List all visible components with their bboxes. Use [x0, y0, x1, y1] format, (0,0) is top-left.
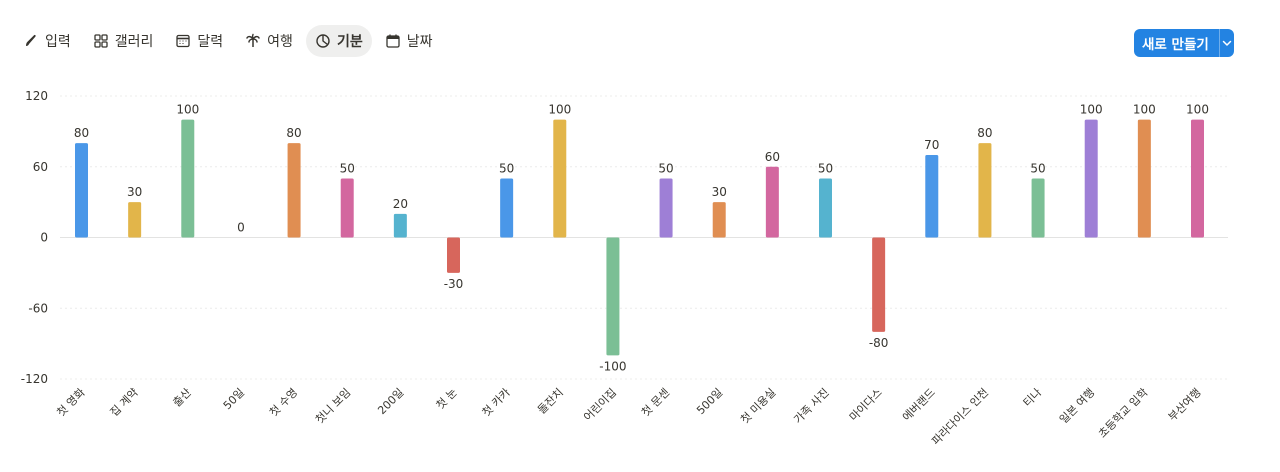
data-label: 80	[977, 126, 992, 140]
bar	[978, 143, 992, 238]
tab-5[interactable]: 날짜	[376, 25, 442, 57]
x-tick-label: 부산여행	[1166, 386, 1204, 424]
calendar-icon	[175, 33, 191, 49]
data-label: 100	[1186, 103, 1209, 117]
x-tick-label: 초등학교 입학	[1096, 386, 1151, 441]
x-tick-label: 어린이집	[581, 386, 619, 424]
bar	[287, 143, 301, 238]
data-label: 50	[1030, 162, 1045, 176]
data-label: 50	[818, 162, 833, 176]
tab-label: 갤러리	[114, 34, 154, 50]
data-label: 100	[1080, 103, 1103, 117]
x-tick-label: 첫 영화	[54, 386, 87, 419]
data-label: 0	[237, 221, 245, 235]
data-label: 20	[393, 197, 408, 211]
bar	[925, 154, 939, 238]
bar	[1031, 178, 1045, 238]
data-label: -30	[444, 277, 464, 291]
gallery-icon	[93, 33, 109, 49]
bar	[128, 202, 142, 238]
x-tick-label: 200일	[375, 385, 407, 417]
data-label: 50	[340, 162, 355, 176]
view-tabs: 입력 갤러리 달력 여행 기분 날짜	[14, 25, 445, 57]
data-label: -80	[869, 336, 889, 350]
calendar-date-icon	[385, 33, 401, 49]
x-tick-label: 에버랜드	[900, 386, 938, 424]
x-tick-label: 출산	[170, 386, 194, 410]
data-label: 30	[712, 185, 727, 199]
data-label: 50	[499, 162, 514, 176]
x-tick-label: 첫 카카	[480, 386, 513, 419]
x-tick-label: 500일	[693, 385, 725, 417]
x-tick-label: 집 계약	[107, 385, 141, 419]
data-label: 80	[286, 126, 301, 140]
tab-3[interactable]: 여행	[236, 25, 302, 57]
new-options-dropdown[interactable]	[1220, 29, 1234, 57]
chart-area: 120 60 0 -60 -120 80 첫 영화 30 집 계약 100 출산 0 50일 80 첫 수영…	[0, 84, 1280, 468]
tab-label: 입력	[45, 34, 71, 50]
tab-label: 여행	[267, 34, 293, 50]
tab-1[interactable]: 갤러리	[84, 25, 163, 57]
tab-4[interactable]: 기분	[305, 25, 372, 57]
tab-label: 달력	[197, 34, 224, 50]
palm-tree-icon	[245, 33, 261, 49]
data-label: 50	[658, 162, 673, 176]
view-toolbar: 입력 갤러리 달력 여행 기분 날짜 새로 만들기	[0, 0, 1280, 84]
data-label: -100	[599, 359, 626, 373]
bar	[659, 178, 673, 238]
bar	[1191, 119, 1204, 238]
bar	[340, 178, 354, 238]
y-tick-label: 0	[40, 231, 48, 245]
x-tick-label: 첫 미용실	[738, 386, 778, 426]
x-tick-label: 돌잔치	[535, 386, 566, 417]
bar	[712, 202, 726, 238]
x-tick-label: 일본 여행	[1056, 385, 1097, 426]
bar	[181, 119, 195, 238]
bar	[1137, 119, 1151, 238]
x-tick-label: 첫 눈	[434, 386, 460, 412]
x-tick-label: 첫 수영	[267, 386, 300, 419]
bar	[765, 166, 779, 238]
y-tick-label: 120	[25, 89, 48, 103]
data-label: 70	[924, 138, 939, 152]
button-divider	[1218, 29, 1220, 57]
y-tick-label: -120	[21, 372, 48, 386]
y-tick-label: -60	[28, 301, 48, 315]
y-tick-label: 60	[33, 160, 48, 174]
bar-chart: 120 60 0 -60 -120 80 첫 영화 30 집 계약 100 출산 0 50일 80 첫 수영…	[21, 89, 1228, 448]
x-tick-label: 첫니 보임	[313, 386, 353, 426]
data-label: 100	[1133, 103, 1156, 117]
new-button-group: 새로 만들기	[1134, 29, 1234, 57]
tab-label: 날짜	[406, 34, 433, 50]
data-label: 100	[176, 103, 199, 117]
bar	[819, 178, 832, 238]
pie-chart-icon	[315, 33, 331, 49]
data-label: 60	[765, 150, 780, 164]
bar	[500, 178, 514, 238]
bar	[872, 237, 886, 332]
pen-icon	[23, 33, 39, 49]
data-label: 30	[127, 185, 142, 199]
chevron-down-icon	[1222, 40, 1232, 46]
tab-2[interactable]: 달력	[166, 25, 232, 57]
x-tick-label: 50일	[220, 385, 247, 412]
bar	[393, 213, 407, 238]
bar	[553, 119, 567, 238]
x-tick-label: 가족 사진	[791, 386, 831, 426]
bar	[447, 237, 460, 273]
bar	[75, 143, 88, 238]
new-button[interactable]: 새로 만들기	[1142, 37, 1209, 53]
bar	[606, 237, 620, 356]
tab-0[interactable]: 입력	[14, 25, 80, 57]
x-tick-label: 첫 문센	[639, 386, 672, 419]
x-tick-label: 파라다이스 인천	[929, 385, 991, 447]
tab-label: 기분	[336, 34, 363, 50]
bar	[1084, 119, 1098, 238]
x-tick-label: 마이다스	[847, 386, 885, 424]
x-tick-label: 티나	[1021, 386, 1045, 410]
data-label: 100	[548, 103, 571, 117]
data-label: 80	[74, 126, 89, 140]
